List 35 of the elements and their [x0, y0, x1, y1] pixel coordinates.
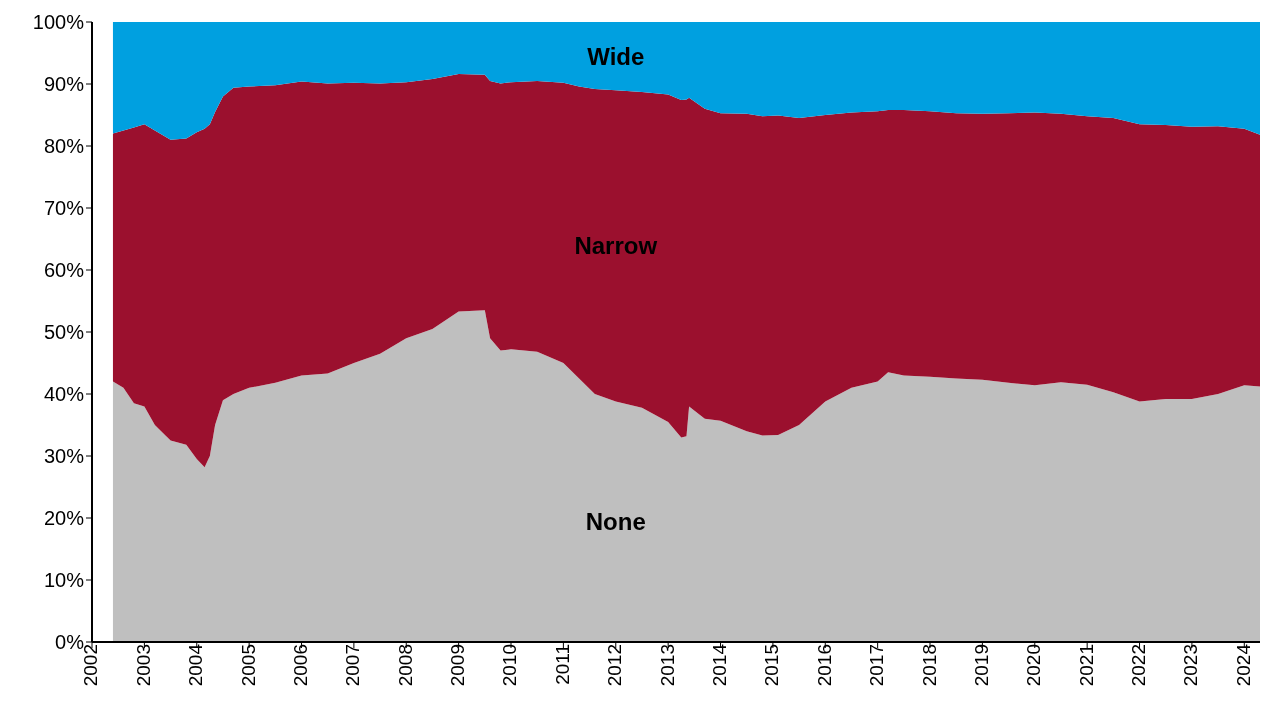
x-tick-label: 2016 [813, 644, 835, 687]
x-tick-label: 2015 [761, 644, 783, 687]
x-tick-label: 2003 [132, 644, 154, 687]
x-tick-label: 2024 [1232, 643, 1254, 687]
x-tick-label: 2014 [709, 643, 731, 687]
x-tick-label: 2004 [185, 643, 207, 687]
x-tick-label: 2023 [1180, 644, 1202, 687]
x-tick-label: 2013 [656, 644, 678, 687]
x-tick-label: 2009 [447, 644, 469, 687]
y-tick-label: 70% [43, 197, 85, 220]
x-tick-label: 2008 [394, 644, 416, 687]
y-tick-label: 30% [43, 445, 85, 468]
x-tick-label: 2021 [1075, 644, 1097, 687]
x-tick-label: 2022 [1128, 644, 1150, 687]
x-tick-label: 2017 [866, 644, 888, 687]
y-tick-label: 50% [43, 321, 85, 344]
x-tick-label: 2006 [290, 644, 311, 687]
y-tick-label: 60% [43, 259, 85, 282]
x-tick-label: 2012 [604, 644, 626, 687]
series-label: Narrow [574, 232, 658, 260]
y-tick-label: 10% [43, 569, 85, 592]
x-tick-label: 2011 [551, 644, 573, 685]
y-tick-label: 90% [43, 73, 85, 96]
x-tick-label: 2005 [237, 644, 259, 687]
series-label: None [585, 508, 646, 536]
series-label: Wide [587, 42, 645, 70]
y-tick-label: 40% [43, 383, 85, 406]
y-tick-label: 80% [43, 135, 85, 158]
x-tick-label: 2010 [499, 644, 521, 687]
x-tick-label: 2019 [970, 644, 992, 687]
y-tick-label: 20% [43, 507, 85, 530]
x-tick-label: 2020 [1023, 644, 1045, 687]
x-tick-label: 2007 [342, 644, 364, 687]
y-tick-label: 100% [32, 11, 85, 34]
x-tick-label: 2018 [918, 644, 940, 687]
